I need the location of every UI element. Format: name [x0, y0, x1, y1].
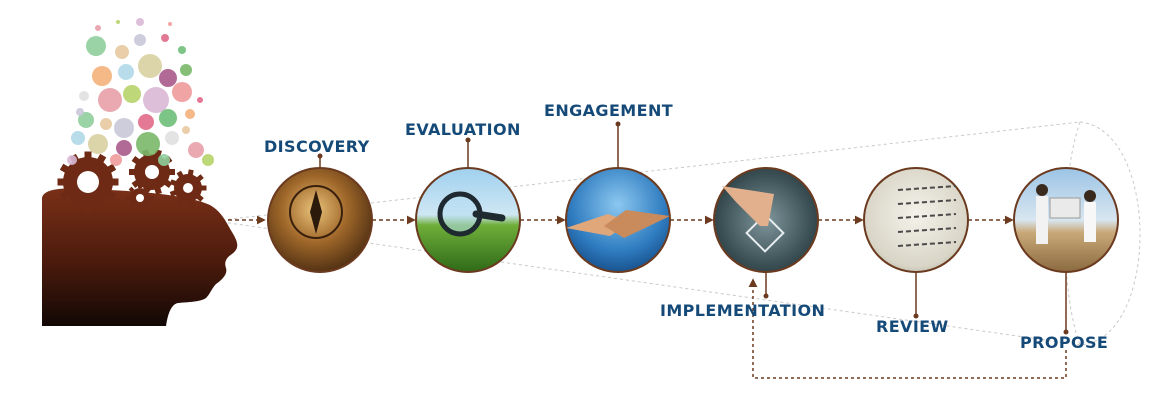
stage-circles — [267, 121, 1119, 335]
stage-circle-compass-photo — [267, 167, 373, 273]
gear-teeth — [57, 149, 207, 213]
stage-circle-magnifier-grass-photo — [415, 167, 521, 273]
stage-circle-handshake-photo — [565, 167, 671, 273]
head-silhouette — [42, 188, 238, 326]
stage-circle-business-people-blueprint-photo — [1013, 167, 1119, 273]
stage-circle-whiteboard-notes-photo — [863, 167, 969, 273]
idea-bubbles-icon — [67, 18, 214, 166]
human-head-silhouette-icon — [42, 188, 238, 326]
gears-icon — [63, 154, 202, 208]
feedback-loop-arrow — [748, 278, 1067, 379]
stage-circle-touchscreen-finger-photo — [713, 167, 819, 273]
